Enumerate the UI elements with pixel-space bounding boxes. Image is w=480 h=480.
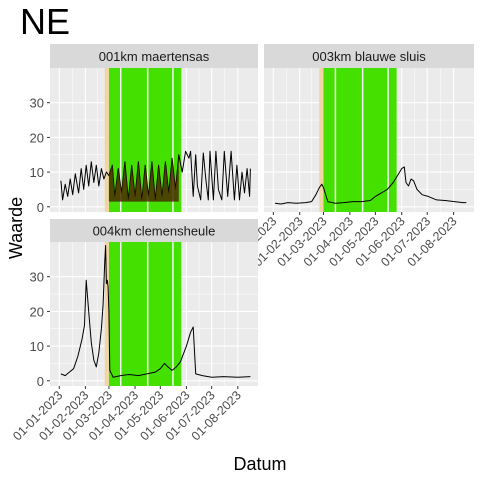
x-axis-label: Datum — [233, 454, 286, 474]
facet-title: 003km blauwe sluis — [312, 49, 426, 64]
facet-title: 001km maertensas — [99, 49, 210, 64]
y-tick-label: 20 — [30, 304, 44, 319]
facet-strip — [50, 219, 258, 242]
dense-signal-area — [108, 154, 179, 202]
tan-band — [319, 68, 324, 212]
y-axis-label: Waarde — [6, 197, 26, 259]
facet-panel: 003km blauwe sluis01-01-202301-02-202301… — [224, 44, 474, 269]
facet-strip — [264, 44, 474, 68]
facet-panels: 001km maertensas 0 10 20 30 003km blauwe slui… — [10, 44, 474, 443]
series-line — [60, 245, 251, 378]
green-band — [108, 242, 182, 386]
y-tick-label: 30 — [30, 270, 44, 285]
facet-strip — [50, 44, 258, 68]
y-tick-label: 0 — [37, 374, 44, 389]
facet-panel: 004km clemensheule010203001-01-202301-02… — [10, 219, 258, 443]
y-tick-label: 0 — [37, 200, 44, 215]
chart-title: NE — [20, 1, 70, 42]
y-tick-label: 10 — [30, 339, 44, 354]
y-tick-label: 30 — [30, 96, 44, 111]
tan-band — [104, 242, 109, 386]
series-line — [275, 166, 467, 205]
y-tick-label: 20 — [30, 130, 44, 145]
y-tick-label: 10 — [30, 165, 44, 180]
tan-band — [104, 68, 109, 212]
facet-panel: 001km maertensas 0 10 20 30 — [30, 44, 258, 215]
facet-title: 004km clemensheule — [93, 224, 216, 239]
